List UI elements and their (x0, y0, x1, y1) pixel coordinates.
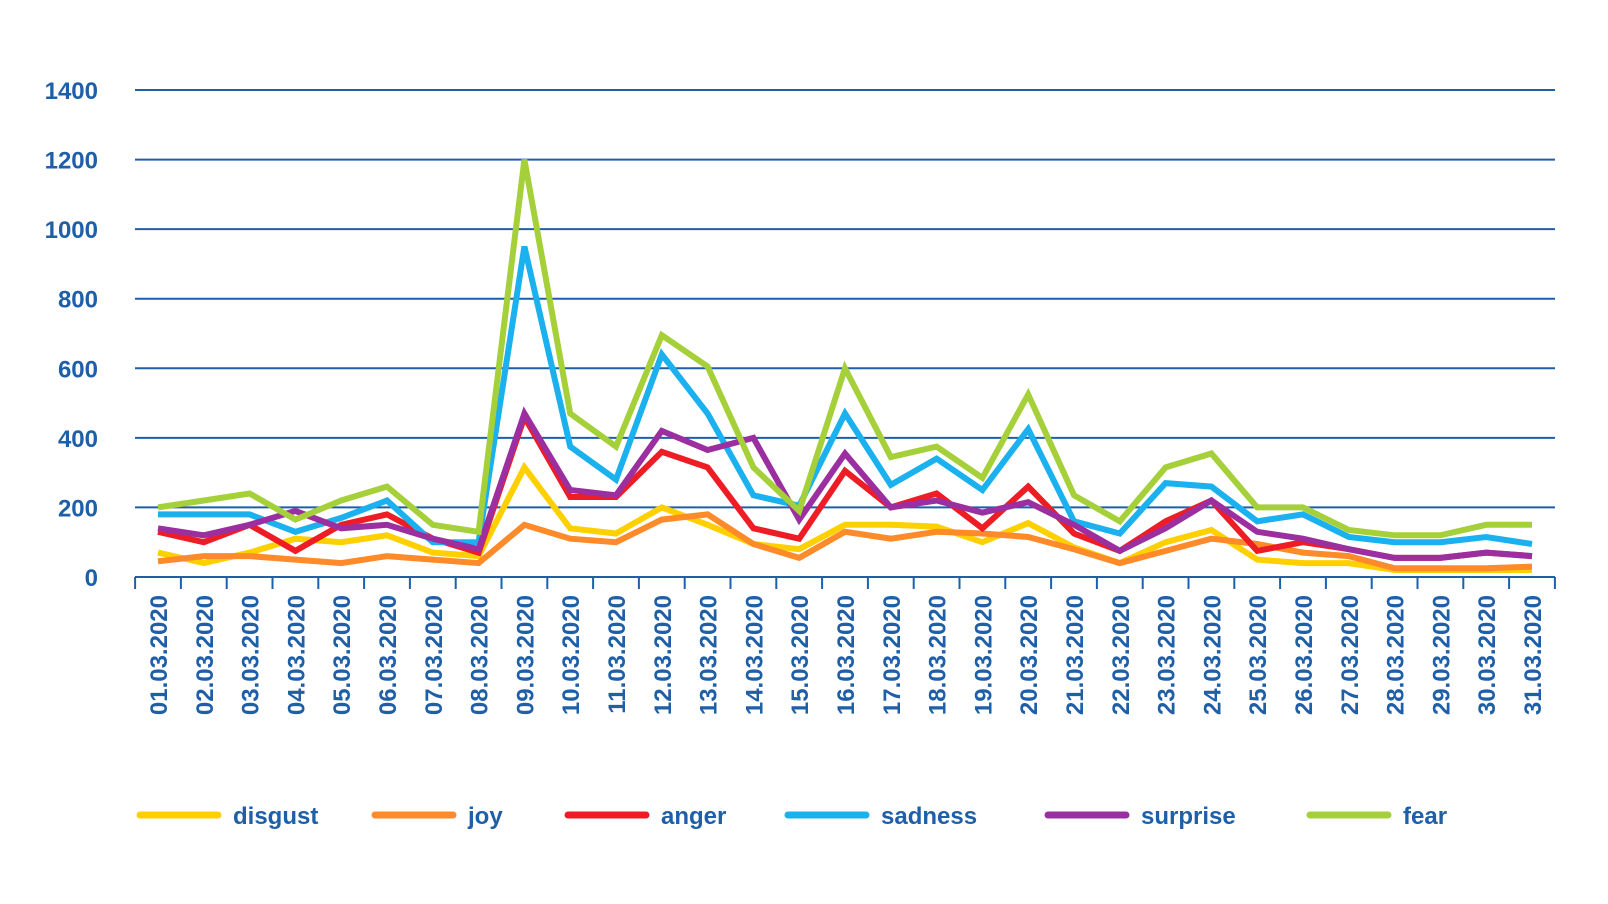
x-tick-label: 16.03.2020 (833, 595, 860, 715)
x-tick-label: 31.03.2020 (1520, 595, 1547, 715)
y-tick-label: 1200 (45, 148, 98, 175)
x-tick-label: 30.03.2020 (1474, 595, 1501, 715)
x-tick-label: 25.03.2020 (1245, 595, 1272, 715)
x-tick-label: 20.03.2020 (1016, 595, 1043, 715)
x-tick-label: 26.03.2020 (1291, 595, 1318, 715)
x-tick-label: 21.03.2020 (1062, 595, 1089, 715)
grid-lines (135, 89, 1555, 509)
x-tick-label: 14.03.2020 (741, 595, 768, 715)
x-tick-label: 24.03.2020 (1199, 595, 1226, 715)
legend-label-anger: anger (661, 803, 726, 830)
x-tick-label: 01.03.2020 (146, 595, 173, 715)
series-line-anger (157, 409, 1533, 561)
legend: disgust joy anger sadness surprise fear (136, 803, 1447, 830)
y-tick-label: 600 (58, 356, 98, 383)
x-tick-label: 13.03.2020 (696, 595, 723, 715)
x-tick-label: 07.03.2020 (421, 595, 448, 715)
legend-label-sadness: sadness (881, 803, 977, 830)
x-tick-label: 19.03.2020 (970, 595, 997, 715)
x-tick-label: 02.03.2020 (192, 595, 219, 715)
x-tick-label: 09.03.2020 (512, 595, 539, 715)
y-tick-label: 800 (58, 287, 98, 314)
y-tick-label: 400 (58, 426, 98, 453)
series-line-joy (157, 511, 1533, 572)
x-tick-label: 17.03.2020 (879, 595, 906, 715)
y-axis-labels: 0 200 400 600 800 1000 1200 1400 (45, 78, 98, 592)
legend-label-joy: joy (467, 803, 503, 830)
series-line-sadness (158, 245, 1533, 547)
x-tick-label: 23.03.2020 (1154, 595, 1181, 715)
legend-label-disgust: disgust (233, 803, 318, 830)
x-axis (134, 576, 1556, 589)
series-lines (157, 159, 1533, 573)
x-tick-label: 05.03.2020 (329, 595, 356, 715)
x-tick-label: 12.03.2020 (650, 595, 677, 715)
y-tick-label: 0 (85, 565, 98, 592)
legend-label-surprise: surprise (1141, 803, 1236, 830)
x-tick-label: 22.03.2020 (1108, 595, 1135, 715)
x-tick-label: 27.03.2020 (1337, 595, 1364, 715)
x-tick-label: 03.03.2020 (238, 595, 265, 715)
x-tick-label: 06.03.2020 (375, 595, 402, 715)
x-tick-label: 15.03.2020 (787, 595, 814, 715)
y-tick-label: 1000 (45, 217, 98, 244)
x-axis-labels: 01.03.2020 02.03.2020 03.03.2020 04.03.2020… (146, 595, 1547, 715)
series-line-surprise (157, 406, 1533, 561)
y-tick-label: 1400 (45, 78, 98, 105)
x-tick-label: 08.03.2020 (467, 595, 494, 715)
x-tick-label: 18.03.2020 (925, 595, 952, 715)
x-tick-label: 04.03.2020 (283, 595, 310, 715)
series-line-fear (157, 159, 1532, 539)
x-tick-label: 11.03.2020 (604, 595, 631, 714)
y-tick-label: 200 (58, 495, 98, 522)
series-line-disgust (157, 461, 1532, 573)
x-tick-label: 28.03.2020 (1383, 595, 1410, 715)
x-tick-label: 10.03.2020 (558, 595, 585, 715)
legend-label-fear: fear (1403, 803, 1447, 830)
x-tick-label: 29.03.2020 (1428, 595, 1455, 715)
